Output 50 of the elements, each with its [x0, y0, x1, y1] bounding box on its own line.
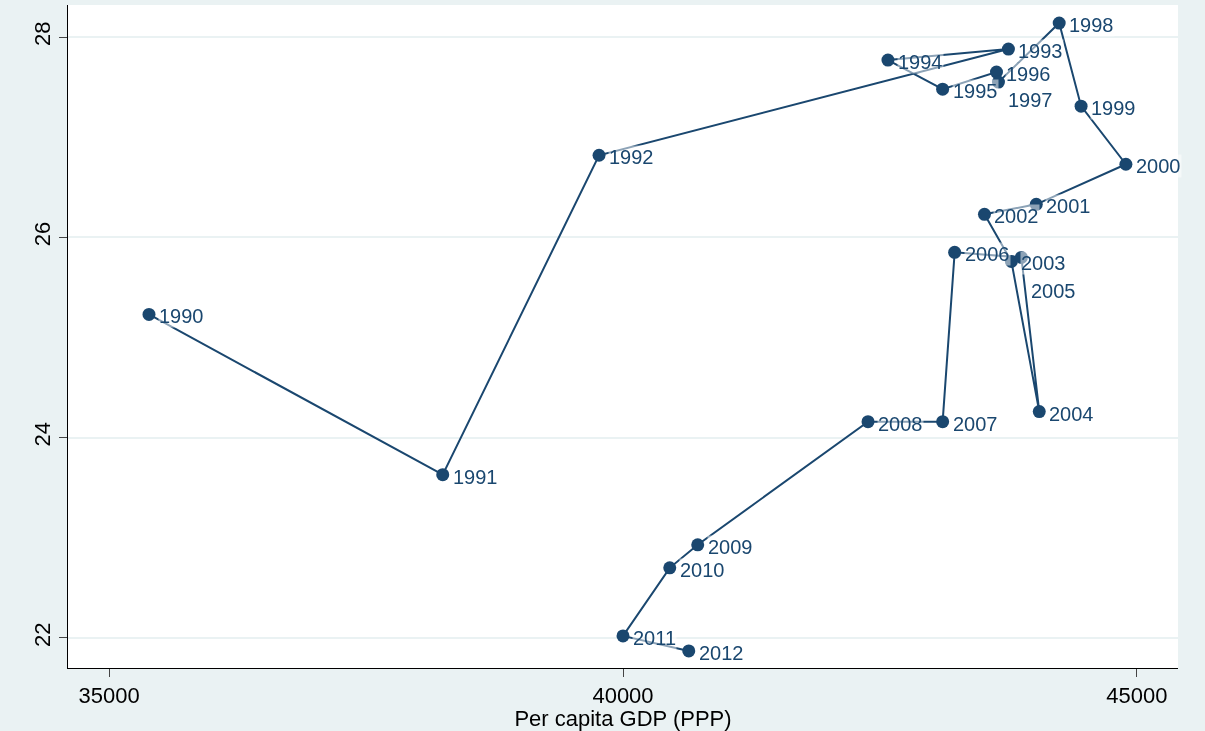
point [936, 415, 950, 429]
annotation: 1999 [1091, 97, 1136, 119]
y-tick-label: 24 [30, 422, 56, 447]
point [1001, 42, 1015, 56]
point [142, 307, 156, 321]
annotation: 2011 [633, 627, 677, 649]
point [948, 245, 962, 259]
x-axis-title: Per capita GDP (PPP) [514, 706, 732, 731]
point [881, 53, 895, 67]
point [682, 644, 696, 658]
annotation: 2009 [708, 536, 753, 558]
annotation: 2012 [699, 642, 744, 664]
annotation: 2000 [1136, 155, 1181, 177]
annotation: 2008 [878, 413, 923, 435]
point [861, 415, 875, 429]
point [1032, 405, 1046, 419]
point [977, 207, 991, 221]
point [1074, 99, 1088, 113]
point [592, 148, 606, 162]
point [691, 538, 705, 552]
point [436, 468, 450, 482]
point [616, 629, 630, 643]
annotation: 1997 [1008, 89, 1053, 111]
annotation: 2010 [680, 559, 725, 581]
annotation: 1994 [898, 51, 943, 73]
annotation: 2003 [1021, 252, 1066, 274]
point [1119, 157, 1133, 171]
point [1052, 16, 1066, 30]
x-tick-label: 35000 [78, 683, 140, 709]
annotation: 1993 [1018, 40, 1063, 62]
annotation: 2006 [965, 243, 1010, 265]
y-tick-label: 28 [30, 21, 56, 46]
x-tick-label: 40000 [592, 683, 654, 709]
annotation: 1995 [953, 80, 998, 102]
point [1029, 197, 1043, 211]
annotation: 2001 [1046, 195, 1091, 217]
annotation: 2007 [953, 413, 998, 435]
annotation: 1990 [159, 305, 204, 327]
annotation: 1996 [1006, 63, 1051, 85]
annotation: 1991 [453, 466, 498, 488]
y-tick-label: 26 [30, 221, 56, 247]
y-tick-label: 22 [30, 622, 56, 647]
point [936, 82, 950, 96]
annotation: 1992 [609, 146, 654, 168]
annotation: 1998 [1069, 14, 1114, 36]
point [663, 561, 677, 575]
annotation: 2002 [994, 205, 1039, 227]
annotation: 2005 [1031, 280, 1076, 302]
x-tick-label: 45000 [1106, 683, 1168, 709]
annotation: 2004 [1049, 403, 1094, 425]
